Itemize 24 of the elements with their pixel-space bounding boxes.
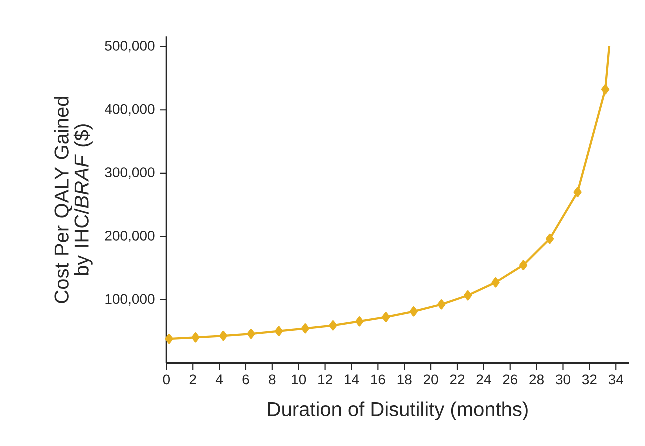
x-tick-label: 14 [345, 374, 360, 384]
x-tick-label: 24 [476, 374, 492, 384]
x-tick-label: 28 [530, 374, 544, 385]
x-tick-label: 10 [292, 374, 306, 385]
x-axis-title: Duration of Disutility (months) [268, 402, 528, 420]
x-tick-label: 16 [371, 374, 386, 385]
y-tick-label: 100,000 [106, 294, 155, 306]
x-tick-label: 8 [269, 374, 276, 385]
y-tick-label: 500,000 [105, 41, 155, 53]
x-tick-label: 26 [503, 374, 518, 385]
y-tick-label: 200,000 [105, 230, 155, 243]
y-tick-label: 300,000 [105, 168, 155, 180]
x-tick-label: 32 [582, 374, 597, 385]
x-tick-label: 2 [190, 374, 196, 384]
x-tick-label: 22 [450, 374, 465, 384]
x-tick-label: 34 [608, 374, 624, 385]
y-tick-label: 400,000 [105, 104, 155, 116]
x-tick-label: 6 [242, 374, 250, 385]
x-tick-label: 4 [216, 374, 224, 384]
x-tick-label: 20 [424, 374, 438, 385]
x-tick-label: 12 [318, 374, 332, 384]
x-tick-label: 0 [163, 374, 170, 385]
x-tick-label: 18 [398, 374, 412, 385]
x-tick-label: 30 [556, 374, 570, 385]
